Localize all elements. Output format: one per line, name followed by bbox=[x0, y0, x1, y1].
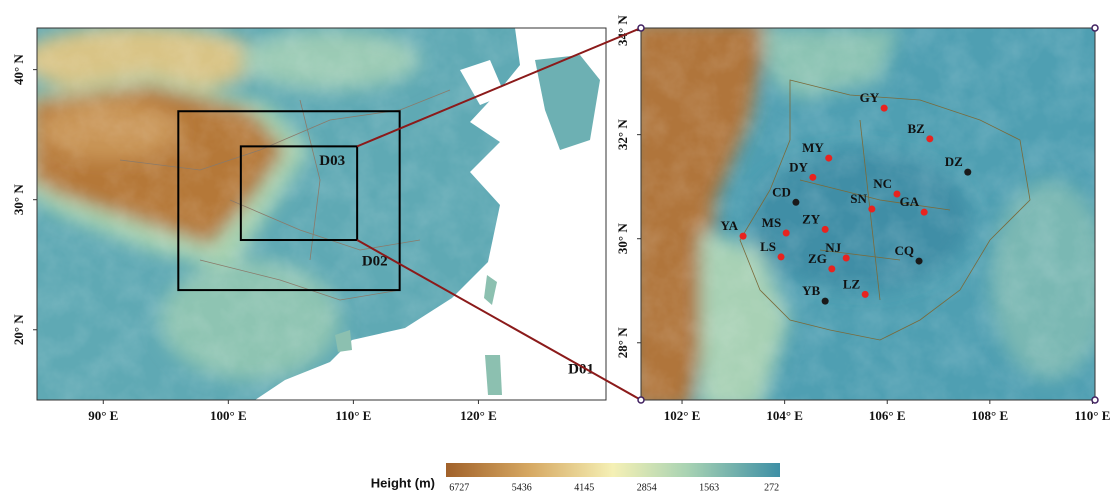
y-tick-label: 34° N bbox=[615, 15, 630, 46]
station-label: LZ bbox=[843, 276, 861, 291]
y-tick-label: 32° N bbox=[615, 119, 630, 150]
corner-marker bbox=[1092, 397, 1098, 403]
page: Height (m) 67275436414528541563272 (() =… bbox=[0, 0, 1118, 497]
y-tick-label: 40° N bbox=[11, 54, 26, 85]
station-label: DZ bbox=[945, 154, 963, 169]
y-tick-label: 20° N bbox=[11, 314, 26, 345]
y-tick-label: 30° N bbox=[11, 184, 26, 215]
station-dot bbox=[778, 253, 785, 260]
station-label: LS bbox=[760, 239, 776, 254]
right-map-terrain bbox=[630, 20, 1110, 410]
station-label: CQ bbox=[895, 243, 915, 258]
domain-label: D01 bbox=[568, 361, 594, 377]
station-dot bbox=[926, 135, 933, 142]
station-label: GA bbox=[900, 194, 920, 209]
figure: Height (m) 67275436414528541563272 (() =… bbox=[0, 0, 1118, 497]
station-dot bbox=[822, 226, 829, 233]
station-label: ZY bbox=[802, 211, 821, 226]
x-tick-label: 90° E bbox=[88, 408, 118, 423]
station-dot bbox=[862, 291, 869, 298]
station-label: BZ bbox=[907, 121, 925, 136]
colorbar-tick-label: 6727 bbox=[449, 482, 469, 493]
station-label: CD bbox=[772, 184, 791, 199]
station-label: NC bbox=[873, 176, 892, 191]
station-dot bbox=[828, 265, 835, 272]
x-tick-label: 110° E bbox=[335, 408, 371, 423]
corner-marker bbox=[1092, 25, 1098, 31]
station-dot bbox=[843, 254, 850, 261]
station-dot bbox=[783, 229, 790, 236]
station-label: MY bbox=[802, 140, 824, 155]
colorbar-tick-label: 272 bbox=[764, 482, 779, 493]
colorbar-ramp bbox=[446, 463, 780, 477]
colorbar-label: Height (m) bbox=[371, 475, 435, 490]
x-tick-label: 100° E bbox=[210, 408, 247, 423]
corner-marker bbox=[638, 25, 644, 31]
y-tick-label: 28° N bbox=[615, 327, 630, 358]
station-dot bbox=[868, 206, 875, 213]
x-tick-label: 110° E bbox=[1074, 408, 1110, 423]
station-dot bbox=[822, 298, 829, 305]
station-label: YB bbox=[802, 283, 820, 298]
corner-marker bbox=[638, 397, 644, 403]
station-dot bbox=[881, 105, 888, 112]
y-tick-label: 30° N bbox=[615, 223, 630, 254]
station-dot bbox=[740, 233, 747, 240]
x-tick-label: 106° E bbox=[869, 408, 906, 423]
domain-label: D03 bbox=[319, 153, 345, 169]
station-dot bbox=[916, 258, 923, 265]
colorbar-tick-label: 4145 bbox=[574, 482, 594, 493]
station-label: DY bbox=[789, 159, 808, 174]
x-tick-label: 104° E bbox=[766, 408, 803, 423]
x-tick-label: 120° E bbox=[460, 408, 497, 423]
station-label: SN bbox=[850, 191, 867, 206]
left-map-terrain bbox=[20, 25, 606, 400]
station-label: GY bbox=[860, 90, 880, 105]
x-tick-label: 102° E bbox=[664, 408, 701, 423]
colorbar-tick-label: 1563 bbox=[699, 482, 719, 493]
x-tick-label: 108° E bbox=[972, 408, 1009, 423]
station-dot bbox=[921, 209, 928, 216]
station-dot bbox=[809, 174, 816, 181]
station-label: ZG bbox=[808, 251, 827, 266]
station-label: MS bbox=[762, 215, 782, 230]
colorbar: Height (m) 6727 5436 4145 2854 1563 272 bbox=[371, 463, 780, 493]
station-dot bbox=[825, 155, 832, 162]
station-label: YA bbox=[720, 218, 738, 233]
colorbar-tick-label: 5436 bbox=[512, 482, 532, 493]
station-label: NJ bbox=[825, 240, 841, 255]
station-dot bbox=[964, 169, 971, 176]
colorbar-tick-label: 2854 bbox=[637, 482, 657, 493]
station-dot bbox=[792, 199, 799, 206]
